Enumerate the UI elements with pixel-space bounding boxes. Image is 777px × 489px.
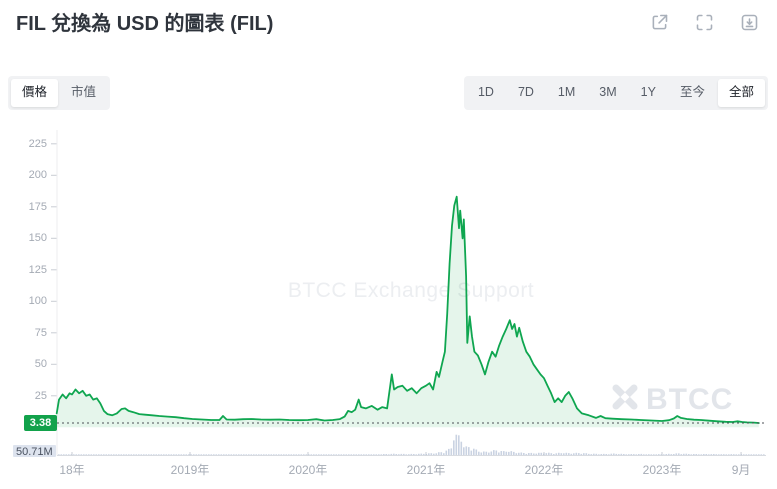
download-button[interactable] [737, 10, 761, 34]
range-tabs: 1D 7D 1M 3M 1Y 至今 全部 [463, 76, 768, 110]
metric-tabs: 價格 市值 [8, 76, 111, 110]
price-area [56, 196, 759, 428]
center-watermark: BTCC Exchange Support [287, 279, 535, 302]
range-to-date[interactable]: 至今 [669, 79, 716, 107]
y-axis-label: 75 [34, 326, 47, 339]
x-axis-label: 2021年 [406, 463, 446, 477]
y-axis-label: 225 [28, 137, 47, 150]
range-7d[interactable]: 7D [507, 79, 545, 107]
brand-watermark: BTCC [611, 383, 733, 416]
price-line [55, 195, 760, 424]
share-button[interactable] [647, 10, 671, 34]
x-axis-label: 2019年 [170, 463, 210, 477]
x-axis-label: 2022年 [524, 463, 564, 477]
download-icon [741, 14, 757, 30]
range-1d[interactable]: 1D [467, 79, 505, 107]
x-axis-label: 9月 [731, 463, 751, 477]
y-axis-label: 100 [28, 295, 47, 308]
fullscreen-button[interactable] [692, 10, 716, 34]
range-3m[interactable]: 3M [588, 79, 627, 107]
y-axis-label: 175 [28, 200, 47, 213]
y-axis-label: 25 [34, 389, 47, 402]
y-axis-label: 125 [28, 263, 47, 276]
range-1m[interactable]: 1M [547, 79, 586, 107]
btcc-logo-icon [611, 383, 639, 416]
range-1y[interactable]: 1Y [630, 79, 667, 107]
page-title: FIL 兌換為 USD 的圖表 (FIL) [16, 13, 274, 35]
tab-price[interactable]: 價格 [11, 79, 59, 107]
tab-market-cap[interactable]: 市值 [60, 79, 107, 107]
current-price-badge: 3.38 [24, 415, 57, 432]
volume-bars [58, 434, 765, 455]
brand-watermark-text: BTCC [646, 382, 734, 416]
y-axis-label: 50 [34, 358, 47, 371]
header-actions [647, 10, 761, 34]
x-axis-label: 18年 [59, 463, 85, 477]
volume-axis-label: 50.71M [13, 445, 56, 457]
range-all[interactable]: 全部 [717, 79, 765, 107]
fullscreen-icon [696, 14, 712, 30]
y-axis-label: 200 [28, 169, 47, 182]
share-icon [652, 14, 667, 29]
y-axis-label: 150 [28, 232, 47, 245]
x-axis-label: 2020年 [288, 463, 328, 477]
x-axis-label: 2023年 [642, 463, 682, 477]
